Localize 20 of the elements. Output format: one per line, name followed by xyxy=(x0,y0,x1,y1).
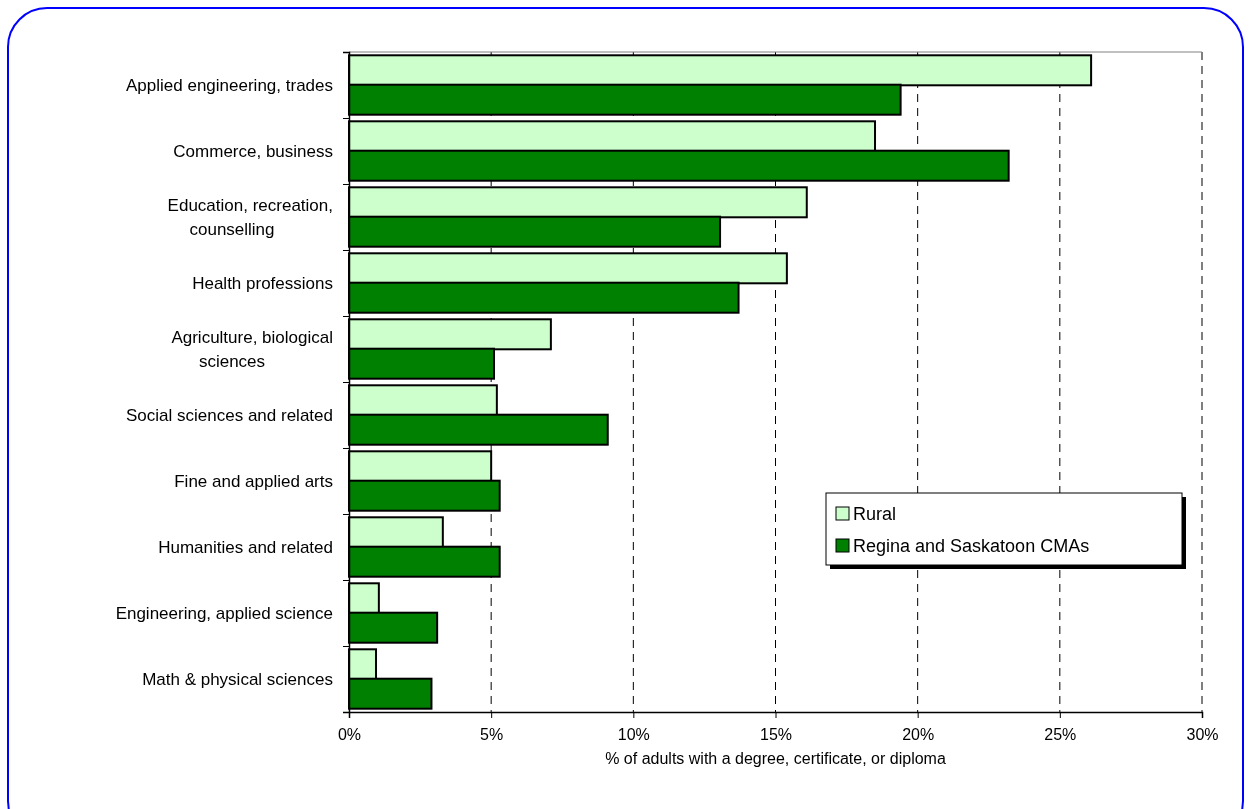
legend-label: Rural xyxy=(853,504,897,524)
x-tick-label: 20% xyxy=(902,726,935,744)
y-tick-label: Agriculture, biological sciences xyxy=(171,328,333,371)
x-tick-label: 10% xyxy=(617,726,650,744)
y-tick-label: Social sciences and related xyxy=(126,406,333,425)
y-tick-label: Commerce, business xyxy=(173,142,333,161)
y-tick-label: Math & physical sciences xyxy=(142,670,333,689)
y-tick-label: Education, recreation, counselling xyxy=(167,196,333,239)
x-tick-label: 15% xyxy=(759,726,793,744)
y-tick-label: Fine and applied arts xyxy=(174,472,333,491)
x-tick-label: 30% xyxy=(1186,726,1219,744)
y-tick-label: Engineering, applied science xyxy=(115,604,333,623)
y-tick-label: Humanities and related xyxy=(158,538,333,557)
y-tick-label: Health professions xyxy=(192,274,333,293)
x-axis-title: % of adults with a degree, certificate, or diploma xyxy=(605,750,946,767)
legend-label: Regina and Saskatoon CMAs xyxy=(853,536,1090,556)
x-tick-label: 0% xyxy=(337,726,362,744)
y-tick-label: Applied engineering, trades xyxy=(126,76,333,95)
x-tick-label: 5% xyxy=(480,726,504,744)
x-tick-label: 25% xyxy=(1044,726,1077,744)
